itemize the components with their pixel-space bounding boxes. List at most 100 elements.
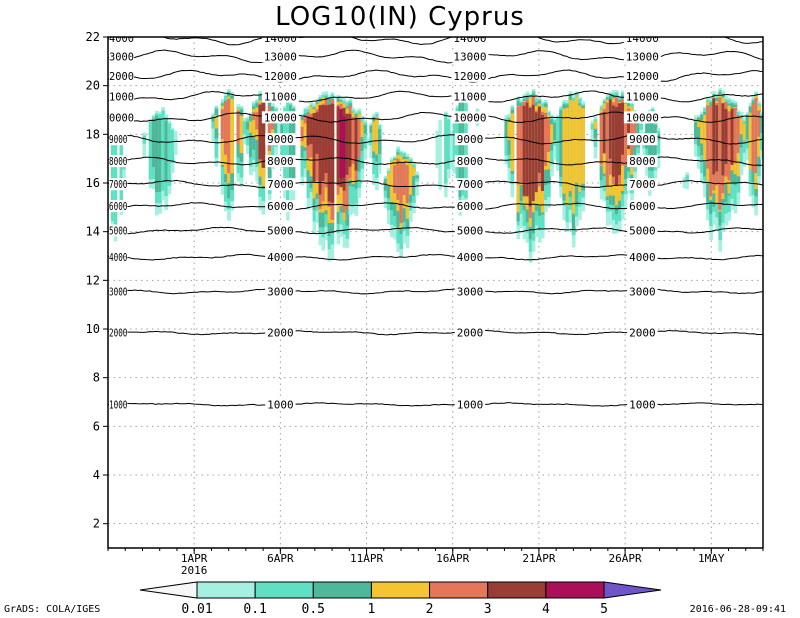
cloud-cell: [578, 105, 582, 193]
footer-timestamp: 2016-06-28-09:41: [689, 604, 786, 615]
cloud-cell: [528, 107, 533, 207]
cloud-cell: [525, 102, 530, 197]
contour-label: 2000: [629, 327, 656, 340]
color-legend: 0.01 0.1 0.5 1 2 3 4 5: [139, 581, 662, 617]
cloud-cell: [277, 116, 281, 136]
legend-box: [254, 581, 314, 599]
cloud-cell: [148, 121, 153, 180]
cloud-cell: [399, 161, 404, 224]
y-tick-label: 4: [93, 468, 100, 482]
cloud-cell: [685, 174, 689, 181]
cloud-cell: [249, 121, 253, 133]
cloud-cell: [236, 110, 241, 145]
cloud-cell: [458, 102, 462, 197]
chart-title: LOG10(IN) Cyprus: [275, 2, 525, 32]
cloud-cell: [386, 174, 391, 199]
cloud-cell: [363, 125, 368, 134]
cloud-cell: [724, 109, 729, 165]
legend-label: 0.01: [181, 602, 212, 617]
contour-line: [108, 37, 763, 46]
cloud-cell: [412, 168, 416, 196]
contour-label: 13000: [264, 50, 297, 63]
contour-label: 8000: [267, 155, 294, 168]
cloud-cell: [449, 131, 454, 169]
y-tick-label: 6: [93, 419, 100, 433]
contour-label: 6000: [267, 200, 294, 213]
cloud-cell: [242, 121, 247, 135]
y-tick-label: 18: [86, 127, 100, 141]
cloud-cell: [412, 167, 416, 177]
contour-label: 6000: [457, 200, 484, 213]
contour-label: 2000: [457, 327, 484, 340]
cloud-cell: [220, 109, 225, 140]
cloud-cell: [158, 118, 162, 192]
cloud-cell: [452, 117, 457, 161]
cloud-cell: [682, 176, 687, 189]
cloud-cell: [173, 131, 178, 156]
legend-label: 0.5: [302, 602, 325, 617]
legend-label: 5: [600, 602, 608, 617]
x-tick-label: 11APR: [350, 552, 383, 565]
cloud-cell: [754, 98, 758, 173]
contour-label: 10000: [264, 111, 297, 124]
contour-label: 8000: [457, 155, 484, 168]
cloud-cell: [321, 104, 326, 181]
contour-label: 5000: [267, 224, 294, 237]
contour-label: 13000: [453, 50, 486, 63]
contour-label: 13000: [626, 50, 659, 63]
contour-label-bg: [454, 200, 486, 213]
contour-label-bg: [261, 50, 299, 63]
cloud-cell: [402, 162, 407, 195]
contour-edge-label-bg: [109, 111, 134, 124]
cloud-cell: [267, 106, 272, 152]
cloud-cell: [380, 131, 385, 136]
cloud-cell: [369, 125, 373, 133]
cloud-cell: [757, 110, 761, 137]
contour-label: 7000: [629, 178, 656, 191]
cloud-cell: [363, 122, 368, 149]
contour-label-bg: [265, 285, 296, 298]
cloud-cell: [547, 119, 551, 152]
y-tick-label: 2: [93, 517, 100, 531]
cloud-cell: [261, 102, 266, 168]
cloud-cell: [504, 120, 509, 137]
cloud-cell: [531, 104, 536, 202]
cloud-cell: [624, 111, 628, 167]
cloud-cell: [697, 117, 701, 147]
contour-line: [108, 111, 763, 124]
contour-label: 11000: [453, 91, 486, 104]
cloud-cell: [415, 174, 419, 182]
cloud-cell: [510, 113, 515, 172]
contour-label: 4000: [457, 251, 484, 264]
contour-label: 2000: [267, 327, 294, 340]
contour-label-bg: [623, 69, 661, 82]
cloud-cell: [252, 109, 256, 138]
cloud-cell: [550, 124, 554, 145]
cloud-cell: [721, 103, 726, 176]
contour-label-bg: [623, 50, 661, 63]
cloud-cell: [709, 106, 713, 197]
contour-edge-label-bg: [109, 285, 128, 298]
cloud-cell: [161, 110, 166, 191]
cloud-cell: [537, 106, 542, 173]
contour-label: 1000: [629, 398, 656, 411]
contour-label-bg: [261, 111, 299, 124]
contour-label: 7000: [457, 178, 484, 191]
contour-label-bg: [454, 326, 486, 339]
cloud-cell: [627, 112, 631, 150]
y-tick-label: 10: [86, 322, 100, 336]
cloud-cell: [697, 119, 701, 127]
legend-label: 2: [426, 602, 434, 617]
cloud-cell: [553, 122, 557, 141]
contour-edge-label-bg: [109, 251, 128, 264]
cloud-cell: [227, 98, 231, 174]
cloud-cell: [336, 106, 341, 186]
contour-label-bg: [451, 90, 489, 103]
cloud-cell: [312, 113, 317, 182]
cloud-cell: [223, 101, 228, 155]
contour-label-bg: [627, 200, 658, 213]
cloud-cell: [142, 135, 147, 144]
contour-edge-label: 9000: [109, 133, 127, 146]
contour-label-bg: [451, 69, 489, 82]
cloud-fields: [110, 88, 763, 263]
